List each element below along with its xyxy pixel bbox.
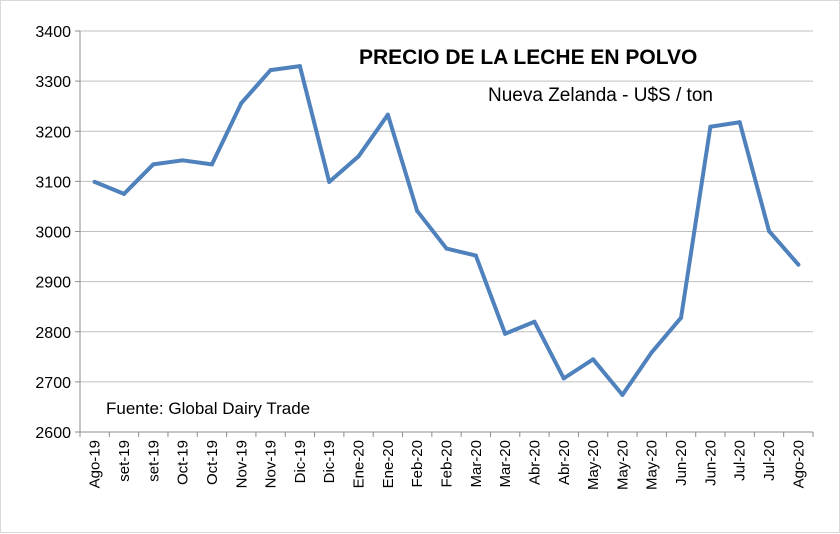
x-tick-label: Jul-20 — [732, 440, 749, 481]
x-tick-label: Dic-19 — [292, 440, 309, 483]
x-tick-label: May-20 — [644, 440, 661, 490]
data-point — [239, 101, 244, 106]
data-point — [561, 376, 566, 381]
data-point — [151, 162, 156, 167]
data-point — [708, 124, 713, 129]
series-line — [92, 64, 801, 397]
data-point — [767, 228, 772, 233]
data-point — [415, 208, 420, 213]
x-tick-label: set-19 — [116, 440, 133, 482]
y-tick-label: 2600 — [35, 425, 71, 442]
data-point — [209, 162, 214, 167]
data-point — [620, 392, 625, 397]
x-tick-label: Ene-20 — [380, 440, 397, 488]
y-tick-label: 2800 — [35, 325, 71, 342]
chart-title: PRECIO DE LA LECHE EN POLVO — [359, 46, 697, 69]
data-point — [503, 331, 508, 336]
data-point — [385, 112, 390, 117]
y-tick-label: 3400 — [35, 24, 71, 41]
data-point — [532, 319, 537, 324]
data-point — [796, 262, 801, 267]
y-tick-label: 3000 — [35, 225, 71, 242]
chart-subtitle: Nueva Zelanda - U$S / ton — [488, 85, 713, 106]
x-tick-label: Mar-20 — [468, 440, 485, 488]
x-tick-label: Jul-20 — [761, 440, 778, 481]
x-tick-label: Mar-20 — [497, 440, 514, 488]
x-tick-label: Dic-19 — [321, 440, 338, 483]
chart-source-note: Fuente: Global Dairy Trade — [106, 399, 310, 418]
data-point — [92, 179, 97, 184]
x-tick-label: Feb-20 — [409, 440, 426, 488]
x-tick-label: Oct-19 — [204, 440, 221, 485]
x-tick-label: set-19 — [145, 440, 162, 482]
x-tick-label: May-20 — [614, 440, 631, 490]
y-tick-label: 2900 — [35, 275, 71, 292]
x-tick-label: Abr-20 — [556, 440, 573, 485]
x-tick-label: Jun-20 — [702, 440, 719, 486]
y-axis-ticks: 2600 2700 2800 2900 3000 3100 3200 3300 3400 — [35, 24, 71, 442]
x-axis-ticks: Ago-19 set-19 set-19 Oct-19 Oct-19 Nov-19 Nov-… — [87, 440, 808, 490]
x-tick-label: Ago-19 — [87, 440, 104, 488]
y-tick-label: 2700 — [35, 375, 71, 392]
x-tick-label: Nov-19 — [233, 440, 250, 488]
axes — [75, 30, 814, 437]
data-point — [356, 154, 361, 159]
x-tick-label: Oct-19 — [175, 440, 192, 485]
data-point — [591, 357, 596, 362]
data-point — [444, 246, 449, 251]
data-point — [473, 253, 478, 258]
x-tick-label: Jun-20 — [673, 440, 690, 486]
data-point — [649, 350, 654, 355]
data-point — [268, 68, 273, 73]
data-point — [679, 315, 684, 320]
data-point — [737, 120, 742, 125]
data-point — [180, 158, 185, 163]
x-tick-label: Feb-20 — [439, 440, 456, 488]
x-tick-label: Nov-19 — [263, 440, 280, 488]
x-tick-label: Abr-20 — [526, 440, 543, 485]
x-tick-label: Ago-20 — [790, 440, 807, 488]
x-tick-label: May-20 — [585, 440, 602, 490]
data-point — [297, 64, 302, 69]
gridlines — [80, 30, 813, 433]
y-tick-label: 3300 — [35, 74, 71, 91]
data-point — [121, 191, 126, 196]
y-tick-label: 3200 — [35, 124, 71, 141]
x-tick-label: Ene-20 — [351, 440, 368, 488]
y-tick-label: 3100 — [35, 174, 71, 191]
data-point — [327, 179, 332, 184]
series-layer — [92, 64, 801, 397]
